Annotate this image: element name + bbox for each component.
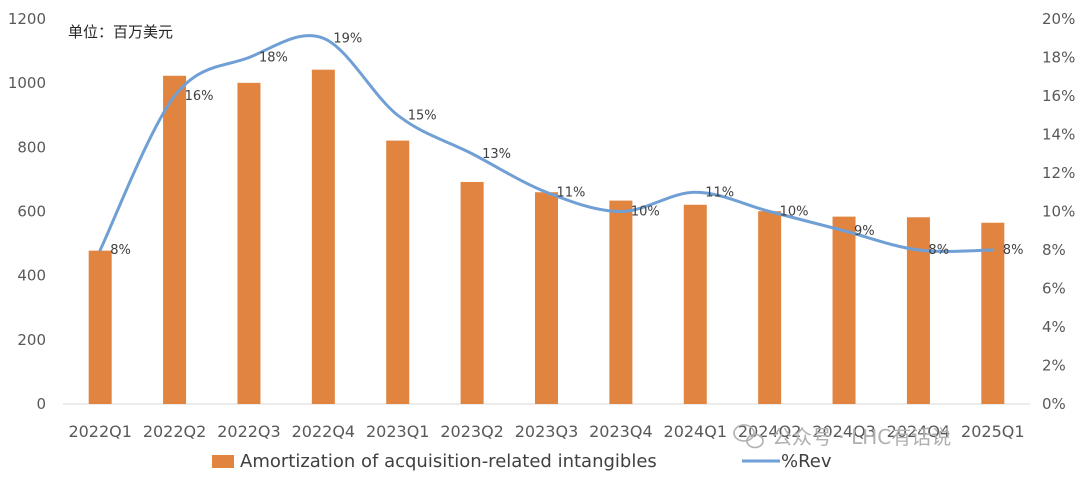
x-tick-label: 2024Q1 [664, 422, 728, 441]
x-tick-label: 2022Q4 [292, 422, 356, 441]
x-tick-label: 2024Q4 [887, 422, 951, 441]
y-right-tick: 10% [1042, 203, 1075, 221]
x-tick-label: 2023Q4 [589, 422, 653, 441]
rev-label: 11% [557, 185, 586, 200]
bar-series [88, 69, 1005, 405]
unit-label: 单位：百万美元 [68, 23, 173, 41]
rev-label: 9% [854, 224, 875, 239]
bar-2023Q2 [460, 181, 484, 404]
bar-2022Q3 [237, 82, 261, 405]
y-right-tick: 14% [1042, 126, 1075, 144]
rev-data-labels: 8% 16% 18% 19% 15% 13% 11% 10% 11% 10% 9% 8% 8% [110, 31, 1023, 258]
rev-label: 8% [1003, 243, 1024, 258]
right-axis: 0% 2% 4% 6% 8% 10% 12% 14% 16% 18% 20% [1042, 10, 1075, 413]
x-axis-ticks: 2022Q1 2022Q2 2022Q3 2022Q4 2023Q1 2023Q2 2023… [68, 422, 1024, 441]
x-tick-label: 2022Q3 [217, 422, 281, 441]
bar-2022Q1 [88, 250, 112, 404]
x-tick-label: 2025Q1 [961, 422, 1025, 441]
y-left-tick: 400 [17, 267, 46, 285]
x-tick-label: 2023Q2 [440, 422, 504, 441]
rev-label: 8% [110, 243, 131, 258]
wechat-icon [733, 424, 764, 449]
rev-label: 15% [408, 108, 437, 123]
x-tick-label: 2023Q3 [515, 422, 579, 441]
bar-2025Q1 [981, 222, 1005, 404]
watermark-text: 公众号 · LHC有话说 [772, 425, 951, 449]
y-right-tick: 2% [1042, 357, 1066, 375]
rev-label: 11% [705, 185, 734, 200]
rev-label: 18% [259, 51, 288, 66]
rev-label: 8% [928, 243, 949, 258]
bar-2022Q2 [163, 75, 187, 404]
rev-label: 16% [185, 89, 214, 104]
y-left-tick: 800 [17, 138, 46, 156]
bar-2024Q3 [832, 216, 856, 404]
bar-2023Q1 [386, 140, 410, 405]
bar-2023Q4 [609, 200, 633, 404]
y-right-tick: 4% [1042, 318, 1066, 336]
left-axis: 0 200 400 600 800 1000 1200 [8, 10, 46, 413]
x-tick-label: 2023Q1 [366, 422, 430, 441]
y-left-tick: 0 [36, 395, 46, 413]
bar-2022Q4 [311, 69, 335, 405]
bar-2023Q3 [535, 192, 558, 404]
rev-label: 19% [333, 31, 362, 46]
rev-label: 10% [631, 205, 660, 220]
y-left-tick: 1000 [8, 74, 46, 92]
x-tick-label: 2022Q2 [143, 422, 207, 441]
bar-2024Q4 [906, 217, 930, 404]
legend-bar-swatch [212, 455, 234, 468]
y-left-tick: 200 [17, 331, 46, 349]
rev-label: 13% [482, 147, 511, 162]
x-tick-label: 2022Q1 [68, 422, 132, 441]
x-tick-label: 2024Q3 [812, 422, 876, 441]
bar-2024Q2 [758, 211, 782, 404]
y-right-tick: 8% [1042, 241, 1066, 259]
y-right-tick: 6% [1042, 280, 1066, 298]
y-right-tick: 18% [1042, 49, 1075, 67]
y-right-tick: 0% [1042, 395, 1066, 413]
legend-line-label: %Rev [781, 451, 832, 472]
y-left-tick: 1200 [8, 10, 46, 28]
rev-label: 10% [780, 205, 809, 220]
bar-2024Q1 [683, 204, 707, 404]
y-right-tick: 20% [1042, 10, 1075, 28]
rev-line [98, 34, 995, 253]
y-right-tick: 12% [1042, 164, 1075, 182]
legend-bar-label: Amortization of acquisition-related inta… [240, 451, 657, 472]
y-left-tick: 600 [17, 203, 46, 221]
y-right-tick: 16% [1042, 87, 1075, 105]
